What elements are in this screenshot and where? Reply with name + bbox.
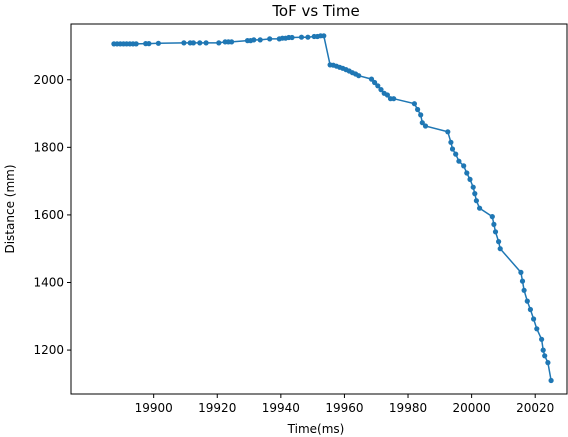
data-point [418,112,424,118]
x-tick-label: 19940 [262,401,300,415]
data-point [216,40,222,46]
data-point [368,76,375,82]
data-point [155,40,161,46]
x-tick-label: 19960 [325,401,363,415]
data-point [321,33,327,39]
y-tick-label: 2000 [33,73,64,87]
data-point [257,37,263,43]
x-tick-label: 20020 [516,401,554,415]
data-point [489,214,495,220]
data-point [449,146,456,152]
data-point [519,278,526,284]
data-point [518,269,524,275]
data-point [531,316,537,322]
data-point [289,34,295,41]
y-tick-label: 1400 [33,275,64,289]
data-point [540,347,546,353]
data-point [267,36,273,42]
data-point [146,41,152,47]
data-point [372,79,378,86]
data-point [422,123,429,129]
data-point [467,176,473,182]
data-point [203,40,209,46]
y-tick-label: 1200 [33,343,64,357]
data-point [534,326,540,332]
data-point [298,34,305,40]
data-point [197,40,203,46]
data-point [229,39,235,45]
data-point [384,92,390,98]
data-point [445,129,451,135]
y-axis-label: Distance (mm) [3,164,17,253]
data-point [419,120,425,126]
data-point [415,106,421,113]
x-tick-label: 19980 [389,401,427,415]
data-point [464,170,470,176]
data-point [453,151,459,157]
data-point [378,87,384,93]
x-tick-label: 19920 [198,401,236,415]
data-point [539,336,545,342]
x-axis: 19900 19920 19940 19960 19980 20000 20020 [135,394,554,415]
data-point [548,377,554,384]
y-tick-label: 1600 [33,208,64,222]
x-axis-label: Time(ms) [287,422,345,436]
data-point [521,287,527,293]
data-point [251,37,257,43]
data-point [473,198,479,204]
data-point [305,34,311,40]
data-point [524,298,530,304]
data-point [477,205,483,211]
data-point [491,221,497,227]
y-tick-label: 1800 [33,140,64,154]
chart-title: ToF vs Time [271,2,359,20]
data-point [470,184,476,190]
data-point [448,139,454,145]
data-point [190,40,196,46]
data-point [133,41,139,47]
series-points [111,33,554,384]
data-point [391,96,397,102]
y-axis: 1200 1400 1600 1800 2000 [33,73,71,357]
data-point [181,40,187,46]
data-point [496,239,502,245]
x-tick-label: 19900 [135,401,173,415]
data-point [542,353,548,359]
data-point [472,191,478,197]
x-tick-label: 20000 [453,401,491,415]
data-point [356,73,362,79]
data-point [527,306,534,313]
data-point [545,360,551,366]
data-point [375,83,381,89]
plot-area [70,23,568,395]
data-point [497,246,503,252]
data-point [461,163,467,169]
data-point [456,158,462,164]
data-point [492,229,499,235]
data-point [411,101,417,107]
